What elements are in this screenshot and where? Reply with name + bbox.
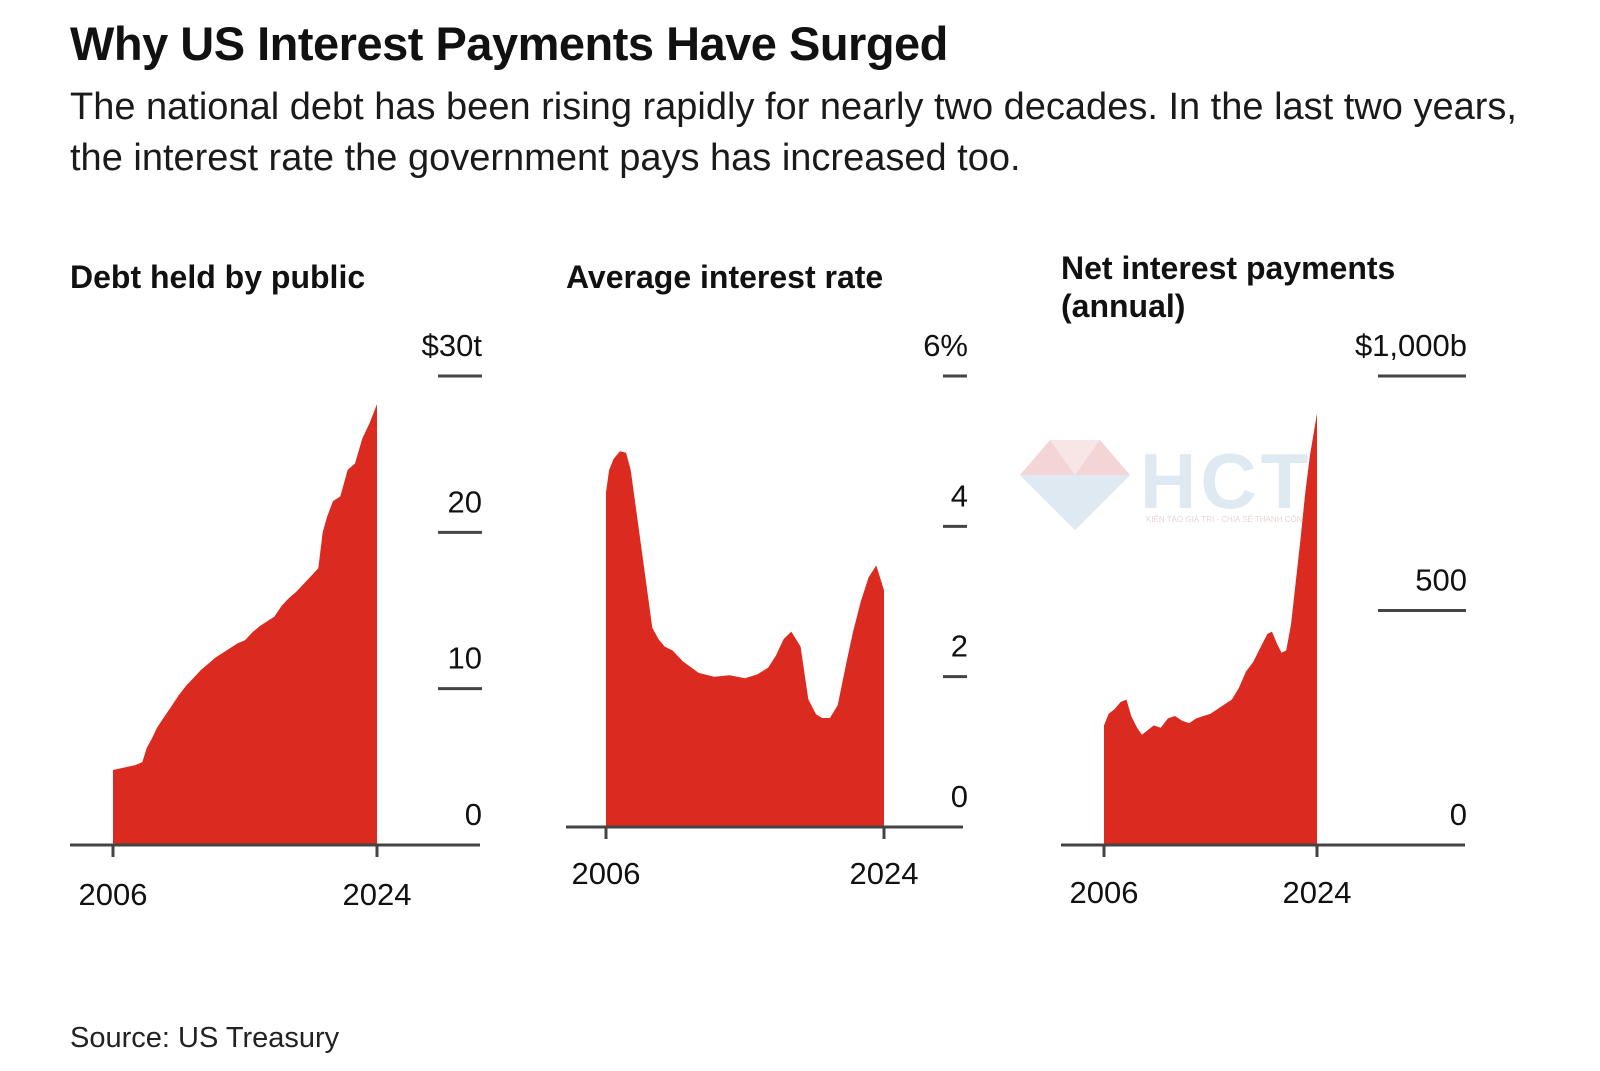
y-tick-label-debt: 20 xyxy=(448,484,482,519)
chart-title: Why US Interest Payments Have Surged xyxy=(70,17,948,70)
chart-subtitle: The national debt has been rising rapidl… xyxy=(70,86,1517,179)
y-tick-label-rate: 2 xyxy=(951,629,968,664)
x-tick-label-interest: 2006 xyxy=(1070,875,1139,910)
chart-panel-debt: Debt held by public 2006 2024 0 10 20 $30t xyxy=(70,259,482,912)
area-series-interest xyxy=(1104,413,1317,845)
y-tick-label-debt: $30t xyxy=(422,328,483,363)
panel-title-rate-line-0: Average interest rate xyxy=(566,259,883,295)
y-tick-label-interest: 500 xyxy=(1415,563,1467,598)
y-tick-label-debt: 10 xyxy=(448,641,482,676)
x-tick-label-debt: 2006 xyxy=(79,877,148,912)
x-tick-label-rate: 2024 xyxy=(850,856,919,891)
panel-title-interest-line-1: (annual) xyxy=(1061,288,1185,324)
chart-panel-interest: Net interest payments(annual) 2006 2024 0 50… xyxy=(1061,250,1467,910)
y-tick-label-interest: $1,000b xyxy=(1355,328,1467,363)
area-series-rate xyxy=(606,451,884,827)
watermark-tagline: KIẾN TẠO GIÁ TRỊ - CHIA SẺ THÀNH CÔNG xyxy=(1146,514,1309,524)
y-tick-label-rate: 4 xyxy=(951,478,968,513)
y-tick-label-rate: 6% xyxy=(923,328,968,363)
area-series-debt xyxy=(113,404,377,845)
y-tick-label-interest: 0 xyxy=(1450,797,1467,832)
diamond-logo-icon xyxy=(1020,440,1130,530)
watermark-logo: HCT KIẾN TẠO GIÁ TRỊ - CHIA SẺ THÀNH CÔN… xyxy=(1020,440,1312,530)
source-note: Source: US Treasury xyxy=(70,1022,340,1054)
x-tick-label-rate: 2006 xyxy=(572,856,641,891)
panel-title-debt-line-0: Debt held by public xyxy=(70,259,365,295)
chart-panel-rate: Average interest rate 2006 2024 0 2 4 6% xyxy=(566,259,968,891)
x-tick-label-debt: 2024 xyxy=(343,877,412,912)
y-tick-label-debt: 0 xyxy=(465,797,482,832)
watermark-text: HCT xyxy=(1140,440,1312,525)
x-tick-label-interest: 2024 xyxy=(1283,875,1352,910)
y-tick-label-rate: 0 xyxy=(951,779,968,814)
panel-title-interest-line-0: Net interest payments xyxy=(1061,250,1395,286)
